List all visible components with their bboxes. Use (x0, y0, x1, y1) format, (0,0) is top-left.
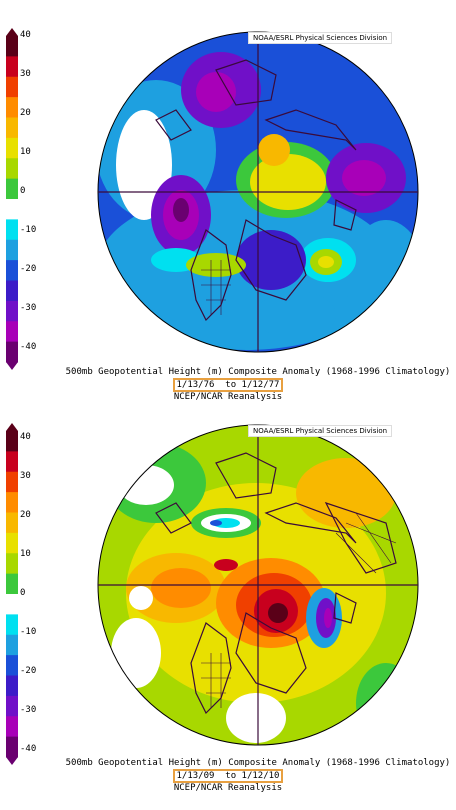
map-panel-1976: 40 30 20 10 0 -10 -20 -30 -40 (0, 28, 456, 402)
data-source: NCEP/NCAR Reanalysis (173, 392, 283, 402)
colorbar-segment (6, 736, 18, 758)
colorbar-segment (6, 280, 18, 302)
colorbar-tick: -10 (20, 627, 37, 637)
colorbar-segment (6, 614, 18, 636)
colorbar-segment (6, 56, 18, 78)
colorbar-segment (6, 594, 18, 615)
colorbar-tick: -10 (20, 225, 37, 235)
colorbar-segment (6, 471, 18, 493)
colorbar-segment (6, 573, 18, 595)
colorbar-tick: -40 (20, 744, 37, 754)
map-panel-2009: 40 30 20 10 0 -10 -20 -30 -40 (0, 405, 456, 810)
map-title: 500mb Geopotential Height (m) Composite … (65, 758, 451, 768)
colorbar-tick: -20 (20, 264, 37, 274)
colorbar-segment (6, 178, 18, 200)
colorbar-tick: 40 (20, 30, 31, 40)
colorbar-tick: 30 (20, 471, 31, 481)
colorbar-segment (6, 219, 18, 241)
date-range-box: 1/13/09 to 1/12/10 (172, 769, 284, 783)
colorbar-segment (6, 451, 18, 473)
colorbar-tick: 30 (20, 69, 31, 79)
colorbar-segment (6, 695, 18, 717)
data-source: NCEP/NCAR Reanalysis (173, 783, 283, 793)
colorbar-segment (6, 36, 18, 57)
colorbar-tick: 10 (20, 549, 31, 559)
colorbar-segment (6, 716, 18, 738)
date-end: 1/12/10 (241, 771, 280, 781)
colorbar-segment (6, 532, 18, 554)
colorbar-tick: -30 (20, 705, 37, 715)
colorbar-tick: 20 (20, 108, 31, 118)
colorbar-tick: 40 (20, 432, 31, 442)
colorbar-segment (6, 300, 18, 322)
colorbar-tick: -30 (20, 303, 37, 313)
date-range: 1/13/76 to 1/12/77 (0, 378, 456, 392)
date-range-box: 1/13/76 to 1/12/77 (172, 378, 284, 392)
colorbar-segment (6, 321, 18, 343)
colorbar-segment (6, 341, 18, 363)
colorbar-segment (6, 199, 18, 220)
colorbar (6, 28, 18, 370)
colorbar-segment (6, 675, 18, 697)
polar-map (97, 424, 419, 746)
colorbar-segment (6, 260, 18, 281)
colorbar-segment (6, 553, 18, 575)
colorbar (6, 423, 18, 765)
colorbar-segment (6, 634, 18, 656)
date-separator: to (225, 771, 237, 781)
colorbar-segment (6, 492, 18, 513)
colorbar-tick: 20 (20, 510, 31, 520)
credit-label: NOAA/ESRL Physical Sciences Division (248, 32, 393, 44)
colorbar-segment (6, 512, 18, 534)
colorbar-tick: -20 (20, 666, 37, 676)
date-start: 1/13/09 (176, 771, 215, 781)
colorbar-segment (6, 431, 18, 452)
colorbar-segment (6, 117, 18, 139)
date-end: 1/12/77 (241, 380, 280, 390)
colorbar-tick: 10 (20, 147, 31, 157)
credit-label: NOAA/ESRL Physical Sciences Division (248, 425, 393, 437)
colorbar-segment (6, 76, 18, 98)
colorbar-tick: -40 (20, 342, 37, 352)
date-start: 1/13/76 (176, 380, 215, 390)
colorbar-segment (6, 655, 18, 676)
map-title: 500mb Geopotential Height (m) Composite … (65, 367, 451, 377)
colorbar-segment (6, 239, 18, 261)
polar-map (97, 31, 419, 353)
date-separator: to (225, 380, 237, 390)
colorbar-segment (6, 137, 18, 159)
colorbar-tick: 0 (20, 588, 26, 598)
colorbar-segment (6, 97, 18, 118)
date-range: 1/13/09 to 1/12/10 (0, 769, 456, 783)
colorbar-segment (6, 158, 18, 180)
colorbar-tick: 0 (20, 186, 26, 196)
